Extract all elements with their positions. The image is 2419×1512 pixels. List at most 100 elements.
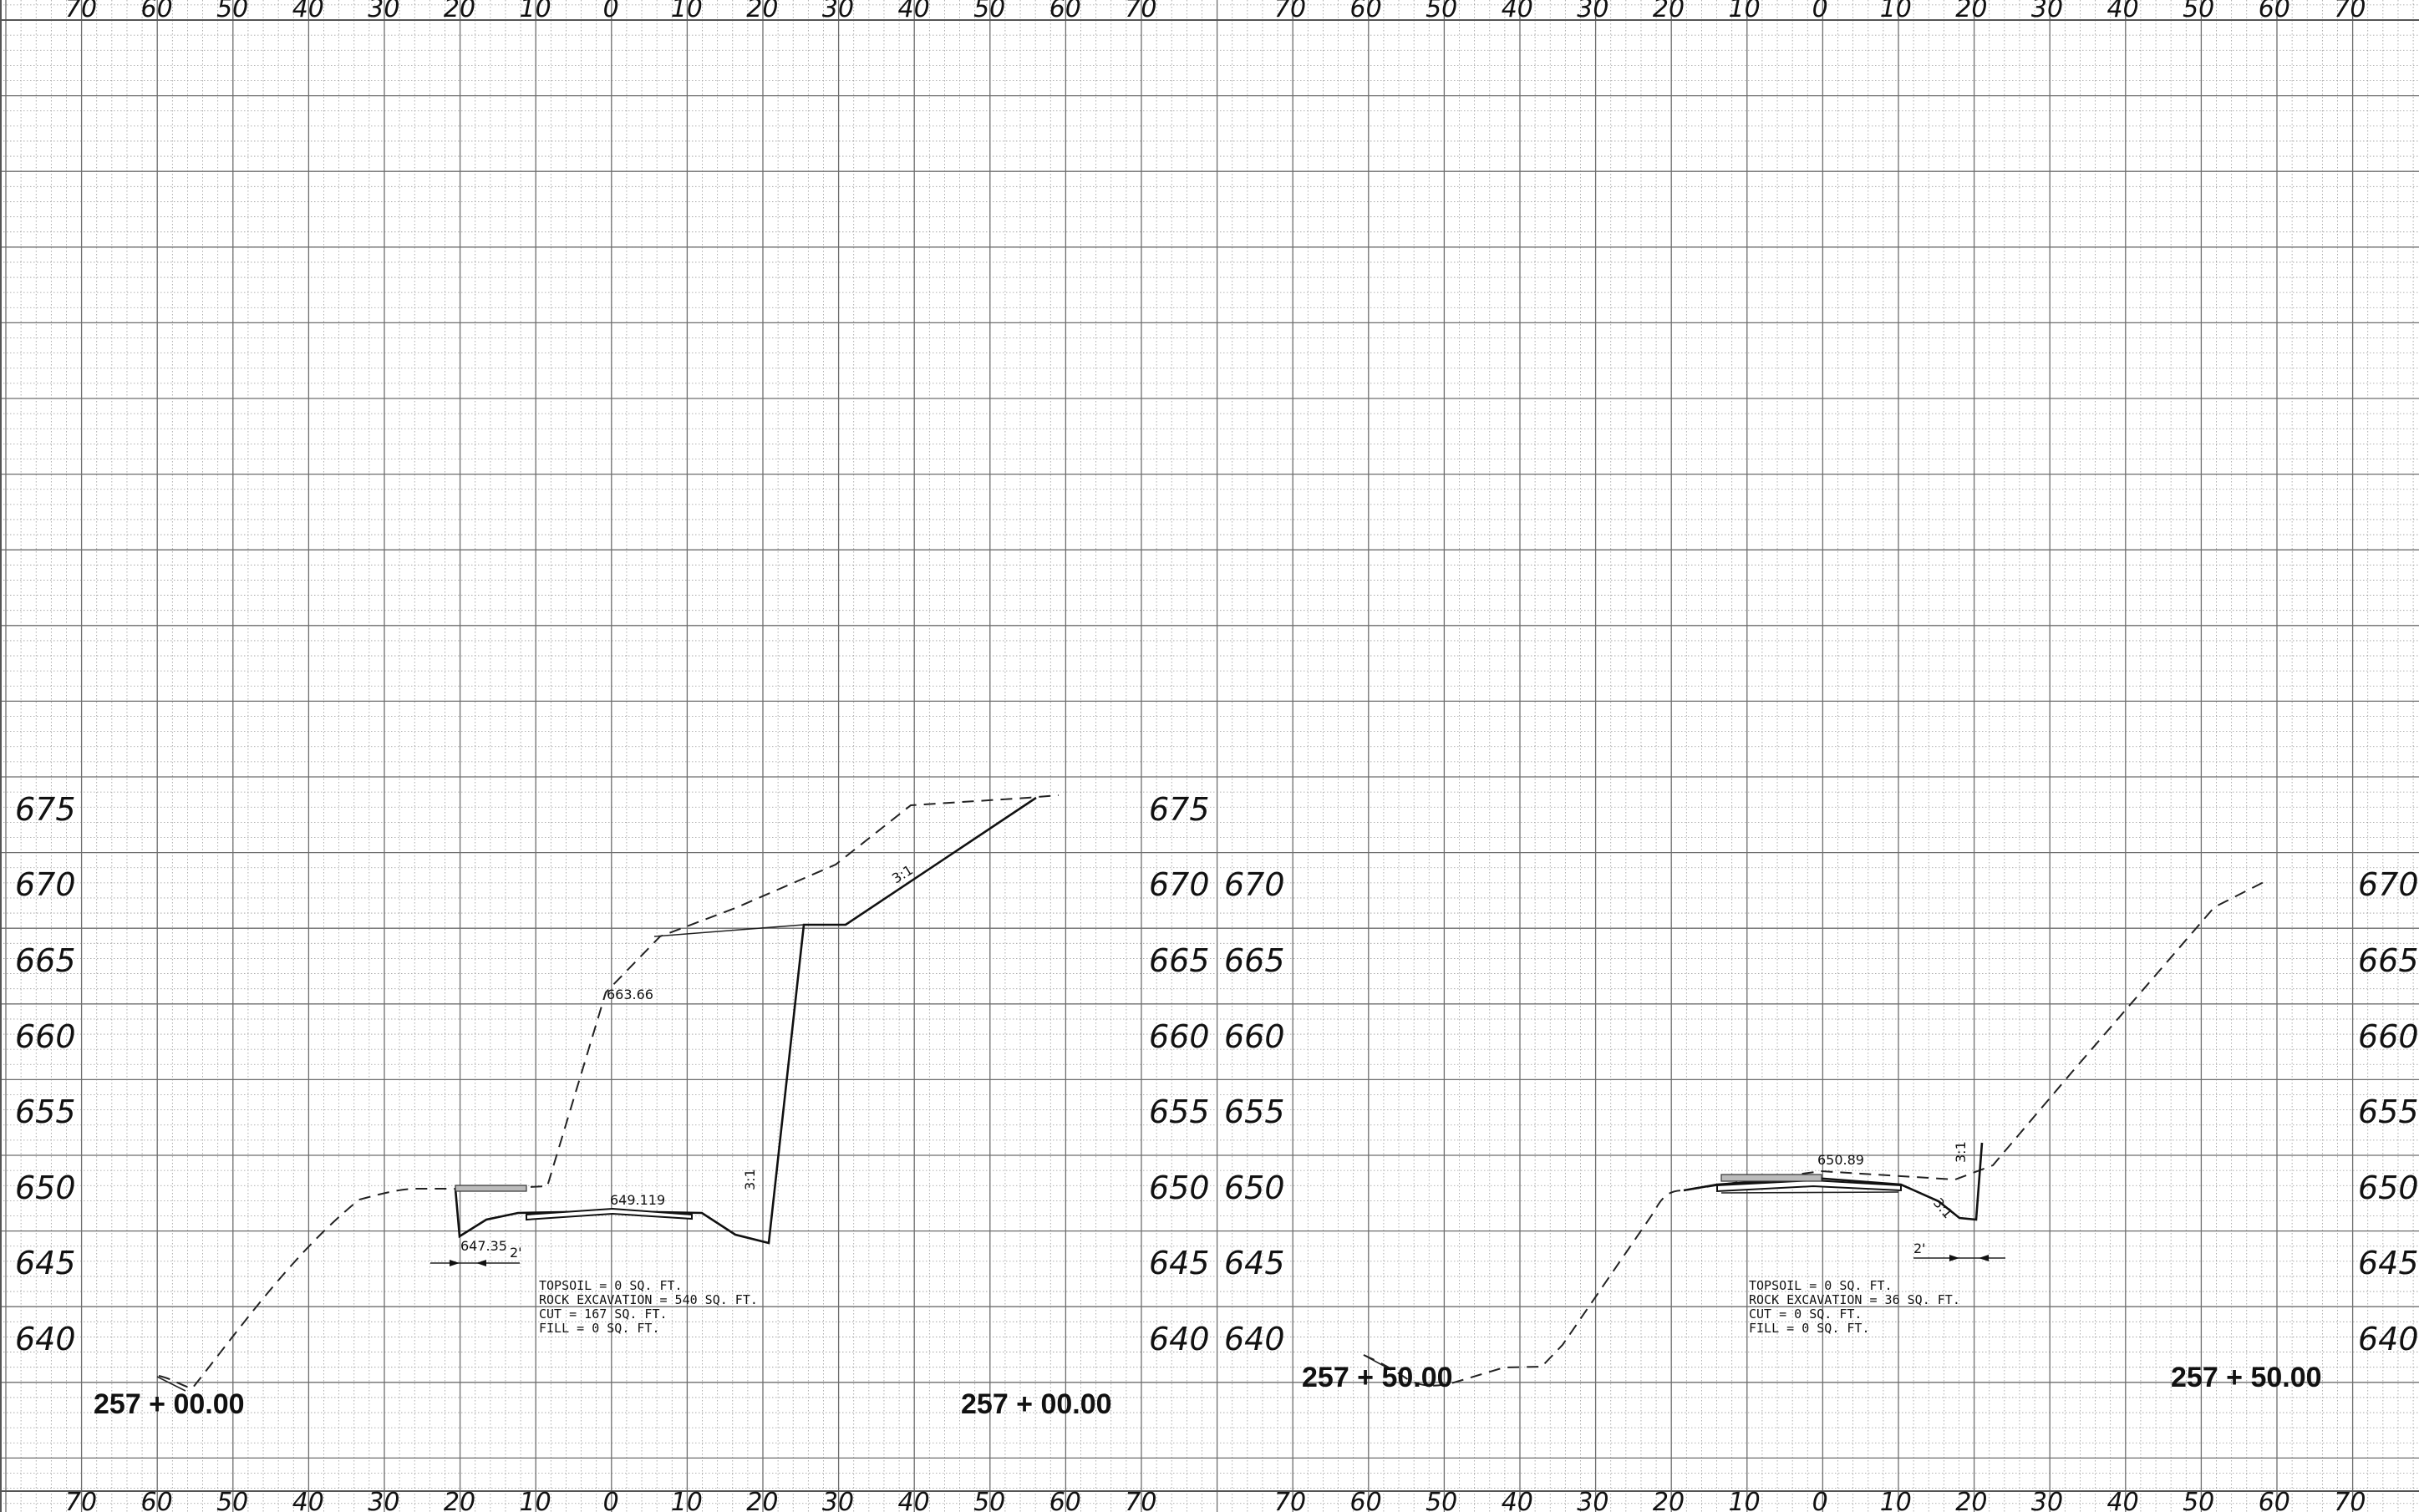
elevation-tick-label: 655 <box>15 1093 76 1130</box>
offset-tick-label: 0 <box>603 1488 619 1512</box>
elevation-tick-label: 665 <box>1224 942 1285 979</box>
svg-text:FILL = 0 SQ. FT.: FILL = 0 SQ. FT. <box>539 1321 660 1336</box>
offset-tick-label: 20 <box>444 1488 475 1512</box>
offset-tick-label: 70 <box>65 0 97 23</box>
offset-tick-label: 30 <box>368 1488 399 1512</box>
station-label: 257 + 50.00 <box>2171 1362 2322 1393</box>
dimension-label: 2' <box>1913 1241 1926 1256</box>
offset-tick-label: 10 <box>671 0 703 23</box>
svg-text:TOPSOIL = 0 SQ. FT.: TOPSOIL = 0 SQ. FT. <box>539 1278 683 1293</box>
section-257-00: 663.66 649.119 647.35 3:1 3:1 2' TOPSOIL… <box>94 794 1112 1420</box>
offset-tick-label: 10 <box>671 1488 703 1512</box>
elevation-tick-label: 650 <box>2358 1170 2419 1206</box>
elevation-tick-label: 655 <box>1149 1093 1210 1130</box>
elevation-tick-label: 645 <box>2358 1245 2419 1281</box>
offset-tick-label: 30 <box>1577 1488 1608 1512</box>
elevation-tick-label: 645 <box>1149 1245 1210 1281</box>
elevation-label: 650.89 <box>1817 1152 1864 1168</box>
offset-tick-label: 60 <box>1350 1488 1382 1512</box>
elevation-tick-label: 675 <box>1149 791 1210 828</box>
offset-tick-label: 10 <box>1729 0 1761 23</box>
topsoil-hatch <box>1720 1174 1822 1182</box>
elevation-tick-label: 645 <box>1224 1245 1285 1281</box>
elevation-label: 649.119 <box>610 1192 665 1208</box>
offset-tick-label: 20 <box>444 0 475 23</box>
offset-tick-label: 40 <box>1502 0 1533 23</box>
offset-tick-label: 20 <box>1955 1488 1987 1512</box>
slope-label: 3:1 <box>1953 1141 1969 1163</box>
offset-tick-label: 50 <box>1425 1488 1457 1512</box>
offset-tick-label: 20 <box>746 0 778 23</box>
elevation-label: 647.35 <box>460 1238 507 1254</box>
offset-tick-label: 40 <box>898 0 930 23</box>
elevation-tick-label: 660 <box>2358 1018 2419 1055</box>
offset-tick-label: 30 <box>1577 0 1608 23</box>
offset-tick-label: 70 <box>2334 0 2366 23</box>
offset-tick-label: 50 <box>973 1488 1005 1512</box>
offset-tick-label: 0 <box>603 0 619 23</box>
topsoil-hatch <box>455 1185 527 1192</box>
station-label: 257 + 00.00 <box>94 1388 245 1420</box>
offset-tick-label: 10 <box>1880 1488 1912 1512</box>
elevation-tick-label: 640 <box>1224 1321 1285 1357</box>
offset-tick-label: 60 <box>2259 1488 2290 1512</box>
elevation-tick-label: 675 <box>15 791 76 828</box>
dim-arrow <box>476 1260 486 1266</box>
offset-tick-label: 40 <box>898 1488 930 1512</box>
offset-tick-label: 10 <box>520 0 551 23</box>
elevation-tick-label: 660 <box>15 1018 76 1055</box>
dim-arrow <box>1949 1255 1959 1261</box>
station-label: 257 + 50.00 <box>1302 1362 1453 1393</box>
svg-text:CUT = 167 SQ. FT.: CUT = 167 SQ. FT. <box>539 1307 668 1322</box>
dimension-label: 2' <box>510 1245 522 1261</box>
offset-tick-label: 0 <box>1812 1488 1828 1512</box>
elevation-tick-label: 670 <box>2358 866 2419 903</box>
pavement-section <box>526 1207 693 1221</box>
existing-ground-line <box>1363 879 2269 1387</box>
offset-tick-label: 70 <box>65 1488 97 1512</box>
station-leader <box>156 1376 186 1392</box>
offset-tick-label: 30 <box>822 0 854 23</box>
offset-tick-label: 70 <box>1274 0 1306 23</box>
elevation-tick-label: 640 <box>15 1321 76 1357</box>
offset-tick-label: 30 <box>822 1488 854 1512</box>
dim-arrow <box>450 1260 460 1266</box>
station-label: 257 + 00.00 <box>961 1388 1112 1420</box>
offset-tick-label: 20 <box>1653 1488 1685 1512</box>
elevation-tick-label: 640 <box>1149 1321 1210 1357</box>
offset-tick-label: 30 <box>2031 1488 2063 1512</box>
station-leader <box>1363 1354 1392 1371</box>
rock-line <box>653 924 805 937</box>
offset-tick-label: 60 <box>141 0 173 23</box>
offset-tick-label: 70 <box>1125 0 1156 23</box>
svg-text:CUT = 0 SQ. FT.: CUT = 0 SQ. FT. <box>1749 1307 1862 1322</box>
elevation-tick-label: 655 <box>2358 1093 2419 1130</box>
offset-tick-label: 70 <box>2334 1488 2366 1512</box>
offset-tick-label: 10 <box>1729 1488 1761 1512</box>
elevation-tick-label: 650 <box>15 1170 76 1206</box>
offset-tick-label: 0 <box>1812 0 1828 23</box>
offset-tick-label: 50 <box>1425 0 1457 23</box>
svg-text:TOPSOIL = 0 SQ. FT.: TOPSOIL = 0 SQ. FT. <box>1749 1278 1893 1293</box>
offset-axis: 70 70 60 60 50 50 40 40 30 30 20 20 10 10 0 0 10 10 20 20 30… <box>65 0 2366 1512</box>
offset-tick-label: 60 <box>1049 1488 1081 1512</box>
offset-tick-label: 70 <box>1274 1488 1306 1512</box>
offset-tick-label: 50 <box>973 0 1005 23</box>
offset-tick-label: 40 <box>292 1488 324 1512</box>
svg-text:ROCK EXCAVATION = 540 SQ. FT.: ROCK EXCAVATION = 540 SQ. FT. <box>539 1292 758 1307</box>
offset-tick-label: 20 <box>746 1488 778 1512</box>
offset-tick-label: 40 <box>1502 1488 1533 1512</box>
offset-tick-label: 40 <box>2107 1488 2139 1512</box>
offset-tick-label: 50 <box>2183 0 2214 23</box>
cut-slope-line <box>454 796 1037 1245</box>
offset-tick-label: 30 <box>2031 0 2063 23</box>
quantity-notes: TOPSOIL = 0 SQ. FT. ROCK EXCAVATION = 54… <box>539 1278 758 1336</box>
offset-tick-label: 50 <box>216 1488 248 1512</box>
elevation-tick-label: 665 <box>1149 942 1210 979</box>
offset-tick-label: 60 <box>2259 0 2290 23</box>
svg-text:ROCK EXCAVATION = 36 SQ. FT.: ROCK EXCAVATION = 36 SQ. FT. <box>1749 1292 1960 1307</box>
elevation-tick-label: 650 <box>1224 1170 1285 1206</box>
offset-tick-label: 50 <box>216 0 248 23</box>
